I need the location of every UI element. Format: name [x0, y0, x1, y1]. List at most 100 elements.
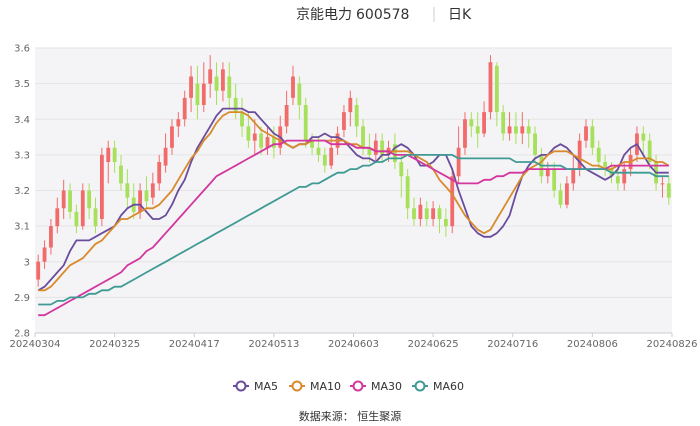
candle-body [291, 76, 295, 98]
candle-body [660, 183, 665, 185]
legend-circle-icon [291, 380, 303, 392]
candle-body [55, 208, 60, 227]
y-tick-label: 2.8 [14, 329, 30, 340]
legend-item-ma30[interactable]: MA30 [350, 380, 402, 393]
candle-body [144, 190, 149, 202]
candle-body [170, 126, 174, 148]
ma60-line [38, 154, 669, 306]
candle-body [405, 176, 410, 209]
candle-body [93, 208, 98, 227]
candle-body [552, 169, 557, 191]
candle-body [622, 169, 627, 184]
candle-body [367, 147, 372, 155]
candle-body [42, 247, 47, 262]
legend-label: MA10 [310, 380, 341, 393]
candle-body [392, 144, 397, 162]
x-tick-label: 20240826 [647, 339, 698, 350]
ma5-line [37, 107, 669, 292]
moving-average-lines [37, 107, 670, 317]
candle-body [87, 190, 92, 209]
candle-body [112, 147, 117, 162]
y-tick-label: 3.1 [14, 222, 30, 233]
candle-body [176, 119, 181, 127]
y-tick-label: 3.6 [14, 44, 30, 55]
candle-body [99, 154, 104, 219]
candle-body [463, 119, 467, 148]
candle-body [666, 183, 671, 198]
candle-body [437, 208, 442, 219]
x-tick-label: 20240304 [10, 339, 61, 350]
candle-body [354, 105, 359, 127]
legend-label: MA60 [433, 380, 464, 393]
candle-body [201, 83, 206, 105]
legend-item-ma5[interactable]: MA5 [233, 380, 278, 393]
x-tick-label: 20240325 [89, 339, 140, 350]
candle-body [647, 140, 652, 162]
candle-body [49, 226, 53, 248]
candle-body [590, 126, 595, 148]
data-source: 数据来源： 恒生聚源 [299, 409, 402, 423]
candle-body [284, 105, 289, 127]
legend-item-ma10[interactable]: MA10 [289, 380, 341, 393]
candle-body [80, 190, 85, 227]
x-tick-label: 20240513 [248, 339, 299, 350]
candle-body [61, 190, 66, 209]
candle-body [297, 83, 302, 105]
x-axis: 20240304 20240325 20240417 20240513 20240603… [10, 332, 698, 350]
y-tick-label: 2.9 [14, 293, 30, 304]
candle-body [596, 147, 601, 162]
y-tick-label: 3.3 [14, 150, 30, 161]
legend[interactable]: MA5 MA10 MA30 MA60 [233, 380, 464, 393]
candle-body [399, 162, 404, 177]
candle-body [233, 97, 238, 113]
candle-body [482, 112, 486, 134]
candle-body [195, 83, 200, 105]
candle-body [418, 204, 423, 219]
chart-header: 京能电力 600578 日K [296, 7, 472, 23]
candle-body [259, 133, 264, 148]
candle-body [150, 183, 155, 198]
candle-body [227, 76, 232, 98]
candle-body [157, 162, 162, 184]
candle-body [584, 126, 588, 141]
legend-label: MA5 [254, 380, 278, 393]
candle-body [615, 176, 620, 184]
candle-body [577, 140, 582, 170]
candle-body [488, 62, 493, 113]
candle-body [533, 133, 537, 155]
candle-body [246, 126, 251, 141]
candle-body [36, 261, 41, 280]
candle-body [412, 208, 416, 219]
candle-body [265, 137, 270, 148]
x-tick-label: 20240716 [487, 339, 538, 350]
candle-body [74, 211, 79, 227]
candle-body [514, 126, 518, 134]
candle-body [189, 76, 193, 98]
ma10-line [38, 111, 670, 292]
candle-body [526, 126, 531, 134]
candle-body [329, 147, 334, 166]
legend-circle-icon [235, 380, 247, 392]
candle-body [380, 140, 385, 155]
candle-body [571, 169, 576, 184]
y-axis: 2.8 2.9 3 3.1 3.2 3.3 3.4 3.5 3.6 [14, 44, 30, 340]
candle-body [545, 169, 550, 177]
candle-body [494, 65, 499, 113]
x-tick-label: 20240603 [328, 339, 379, 350]
legend-circle-icon [352, 380, 364, 392]
candle-body [424, 208, 429, 219]
candle-body [271, 137, 276, 148]
x-tick-label: 20240806 [567, 339, 618, 350]
candle-body [106, 147, 111, 162]
candle-body [68, 190, 72, 212]
legend-item-ma60[interactable]: MA60 [412, 380, 464, 393]
stock-code: 600578 [356, 7, 409, 23]
y-tick-label: 3 [24, 257, 30, 268]
candle-body [501, 112, 506, 134]
candle-body [303, 105, 308, 141]
candle-body [641, 133, 646, 141]
candle-body [342, 112, 346, 130]
period-label: 日K [448, 7, 472, 23]
candle-body [322, 154, 327, 166]
